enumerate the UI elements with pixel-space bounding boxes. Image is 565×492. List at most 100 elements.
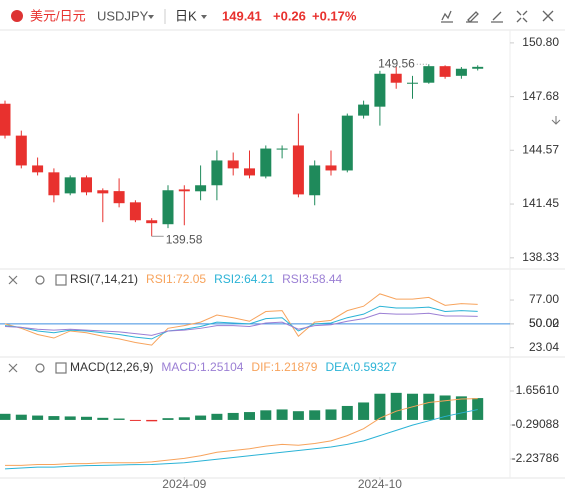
histogram-bar [113,418,125,420]
symbol-name: 美元/日元 [30,8,86,23]
indicator-button[interactable] [441,10,453,23]
toolbar: 美元/日元 USDJPY 日K 149.41 +0.26 +0.17% [11,8,554,24]
candle-body [423,66,435,83]
histogram-bar [423,393,435,420]
series-line [4,312,478,336]
tool-button[interactable] [491,11,503,23]
y-tick-label: 50.02 [529,316,559,330]
y-tick-label: 150.80 [522,35,559,49]
histogram-bar [455,396,467,420]
histogram-bar [178,417,190,420]
remove-icon[interactable] [8,275,18,285]
period[interactable]: 日K [175,8,197,23]
indicator-title: MACD(12,26,9) [70,360,153,374]
candle-body [227,160,239,169]
candle-body [64,177,76,194]
change-pct: +0.17% [312,8,357,23]
y-tick-label: 77.00 [529,292,559,306]
candle-body [390,73,402,83]
candle-body [407,82,418,84]
candle-body [129,202,141,221]
min-annotation: 139.58 [166,232,203,246]
candle-body [195,185,207,192]
legend-entry: DIF:1.21879 [251,360,317,374]
max-annotation: 149.56 [378,56,415,70]
histogram-bar [260,410,272,420]
histogram-bar [162,418,174,420]
symbol-code[interactable]: USDJPY [97,8,149,23]
candle-body [32,165,44,173]
draw-button[interactable] [466,11,479,23]
y-tick-label: 147.68 [522,89,559,103]
remove-icon[interactable] [8,363,18,373]
legend-entry: RSI1:72.05 [146,272,206,286]
dropdown-icon[interactable] [201,15,207,19]
candle-body [146,220,158,224]
series-line [4,305,478,340]
histogram-bar [48,416,60,420]
histogram-bar [276,409,288,420]
candle-body [162,190,174,225]
candle-body [178,189,190,192]
histogram-bar [374,393,386,420]
candle-body [455,68,467,76]
x-tick-label: 2024-09 [162,477,206,491]
histogram-bar [64,416,76,420]
candle-body [211,160,223,186]
expand-icon[interactable] [55,274,67,286]
histogram-bar [146,419,158,422]
y-tick-label: 144.57 [522,142,559,156]
histogram-bar [472,398,484,420]
candle-body [15,135,27,166]
histogram-bar [439,395,451,420]
close-button[interactable] [542,10,554,22]
candle-body [341,115,353,171]
histogram-bar [244,412,255,420]
fullscreen-button[interactable] [516,10,528,23]
histogram-bar [15,414,27,420]
y-tick-label: 50.00 [529,316,559,330]
y-tick-label: 1.65610 [516,383,560,397]
dropdown-icon[interactable] [148,15,154,19]
series-line [5,398,478,466]
candle-body [325,165,337,171]
candle-body [48,172,60,196]
price: 149.41 [222,8,262,23]
legend-entry: RSI2:64.21 [214,272,274,286]
candle-body [260,148,272,177]
candle-body [439,66,451,77]
y-tick-label: -2.23786 [512,451,560,465]
histogram-bar [325,409,337,420]
scroll-icon[interactable] [551,116,561,125]
histogram-bar [309,410,321,420]
settings-icon[interactable] [35,275,45,285]
candle-body [358,104,370,116]
candle-body [374,73,386,107]
histogram-bar [390,392,402,420]
series-line [4,293,478,346]
series-line [4,409,478,470]
candle-body [244,168,255,176]
histogram-bar [211,413,223,420]
legend-entry: RSI3:58.44 [282,272,342,286]
histogram-bar [227,412,239,420]
histogram-bar [0,413,11,420]
expand-icon[interactable] [55,362,67,374]
settings-icon[interactable] [35,363,45,373]
candle-body [81,177,92,193]
histogram-bar [358,402,370,420]
y-tick-label: -0.29088 [512,417,560,431]
legend-entry: MACD:1.25104 [161,360,243,374]
change: +0.26 [273,8,306,23]
histogram-bar [32,415,44,420]
histogram-bar [195,415,207,420]
candle-body [472,66,484,69]
histogram-bar [292,411,304,420]
flag-icon [11,10,23,22]
x-tick-label: 2024-10 [358,477,402,491]
candle-body [292,145,304,195]
histogram-bar [129,419,141,421]
y-tick-label: 141.45 [522,196,559,210]
candle-body [276,148,288,150]
